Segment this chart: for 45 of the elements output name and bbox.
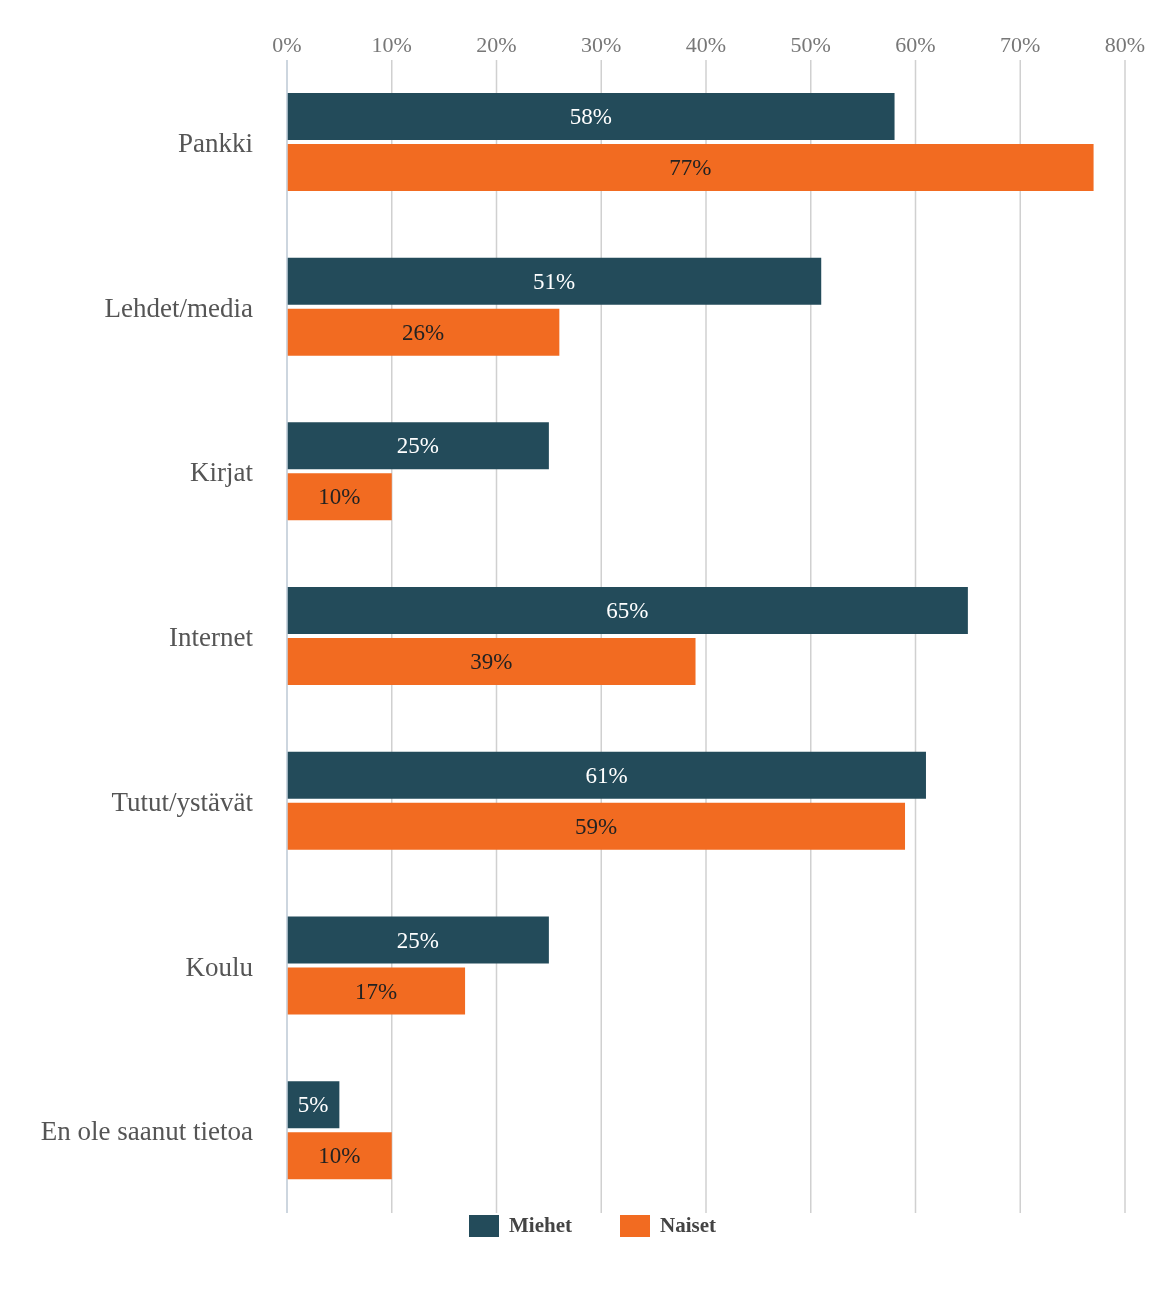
bar <box>287 473 392 521</box>
y-tick-label: En ole saanut tietoa <box>40 1116 254 1147</box>
data-label: 25% <box>396 433 440 459</box>
x-tick-label: 40% <box>685 32 727 57</box>
bar <box>287 257 822 305</box>
bar <box>287 802 906 850</box>
y-tick-label: Tutut/ystävät <box>111 786 254 817</box>
y-tick-label: Koulu <box>185 951 254 982</box>
bar <box>287 92 895 140</box>
x-tick-label: 50% <box>790 32 831 57</box>
bar <box>287 422 549 470</box>
legend-label: Naiset <box>659 1213 716 1238</box>
x-tick-label: 0% <box>272 32 302 57</box>
x-tick-label: 30% <box>581 32 622 57</box>
y-tick-label: Internet <box>169 622 254 653</box>
data-label: 61% <box>585 762 628 788</box>
bar <box>287 308 560 356</box>
data-label: 65% <box>606 598 649 624</box>
data-label: 25% <box>396 927 440 953</box>
x-tick-label: 80% <box>1104 32 1146 57</box>
bar <box>287 587 968 635</box>
data-label: 17% <box>354 978 398 1004</box>
bar <box>287 916 549 964</box>
y-tick-label: Lehdet/media <box>104 292 254 323</box>
legend-label: Miehet <box>508 1213 572 1238</box>
data-label: 5% <box>297 1092 329 1118</box>
bar <box>287 967 466 1015</box>
data-label: 77% <box>669 154 712 180</box>
bar <box>287 143 1094 191</box>
y-tick-label: Pankki <box>177 127 253 158</box>
data-label: 58% <box>569 103 612 129</box>
data-label: 51% <box>533 268 576 294</box>
x-tick-label: 10% <box>371 32 412 57</box>
data-label: 10% <box>318 1143 361 1169</box>
data-label: 26% <box>402 319 445 345</box>
bar <box>287 751 926 799</box>
bar <box>287 638 696 686</box>
data-label: 59% <box>574 813 618 839</box>
y-tick-label: Kirjat <box>190 457 254 488</box>
data-label: 39% <box>470 649 513 675</box>
bar <box>287 1132 392 1180</box>
x-tick-label: 70% <box>1000 32 1041 57</box>
x-tick-label: 20% <box>476 32 517 57</box>
data-label: 10% <box>318 484 361 510</box>
x-tick-label: 60% <box>895 32 936 57</box>
